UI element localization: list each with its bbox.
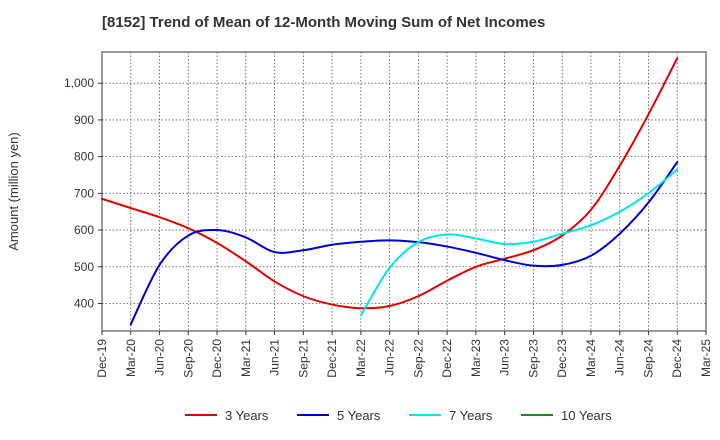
y-tick-label: 400 [74, 296, 94, 310]
x-tick-label: Jun-21 [268, 339, 282, 376]
legend-label-3-years: 3 Years [225, 408, 269, 423]
x-tick-label: Sep-24 [641, 339, 655, 378]
x-tick-label: Jun-20 [153, 339, 167, 376]
x-tick-label: Mar-22 [354, 339, 368, 377]
series-line-5-years [129, 161, 679, 326]
legend-label-5-years: 5 Years [337, 408, 381, 423]
legend-label-7-years: 7 Years [449, 408, 493, 423]
x-tick-label: Sep-23 [526, 339, 540, 378]
x-tick-label: Sep-21 [296, 339, 310, 378]
x-tick-label: Mar-23 [469, 339, 483, 377]
grid-lines [101, 52, 707, 331]
y-axis-label: Amount (million yen) [6, 132, 21, 251]
y-axis-ticks: 400 500 600 700 800 900 1,000 [64, 76, 102, 310]
x-tick-label: Dec-22 [440, 339, 454, 378]
x-tick-label: Dec-23 [555, 339, 569, 378]
x-tick-label: Sep-20 [181, 339, 195, 378]
x-tick-label: Mar-21 [239, 339, 253, 377]
y-tick-label: 800 [74, 150, 94, 164]
series-lines [101, 57, 679, 326]
legend: 3 Years 5 Years 7 Years 10 Years [185, 408, 612, 423]
x-tick-label: Mar-24 [584, 339, 598, 377]
x-tick-label: Mar-25 [699, 339, 713, 377]
x-tick-label: Jun-24 [613, 339, 627, 376]
x-tick-label: Sep-22 [411, 339, 425, 378]
x-tick-label: Jun-23 [498, 339, 512, 376]
legend-label-10-years: 10 Years [561, 408, 612, 423]
x-tick-label: Mar-20 [124, 339, 138, 377]
y-tick-label: 900 [74, 113, 94, 127]
y-tick-label: 1,000 [64, 76, 94, 90]
series-line-3-years [101, 57, 679, 310]
x-tick-label: Dec-21 [325, 339, 339, 378]
x-tick-label: Dec-19 [95, 339, 109, 378]
plot-frame [101, 51, 707, 332]
x-tick-label: Dec-20 [210, 339, 224, 378]
y-tick-label: 700 [74, 186, 94, 200]
series-line-7-years [359, 168, 679, 317]
chart-title: [8152] Trend of Mean of 12-Month Moving … [102, 14, 546, 31]
y-tick-label: 500 [74, 260, 94, 274]
x-tick-label: Jun-22 [383, 339, 397, 376]
y-tick-label: 600 [74, 223, 94, 237]
x-axis-ticks: Dec-19 Mar-20 Jun-20 Sep-20 Dec-20 Mar-21 Jun-… [95, 331, 713, 378]
x-tick-label: Dec-24 [670, 339, 684, 378]
